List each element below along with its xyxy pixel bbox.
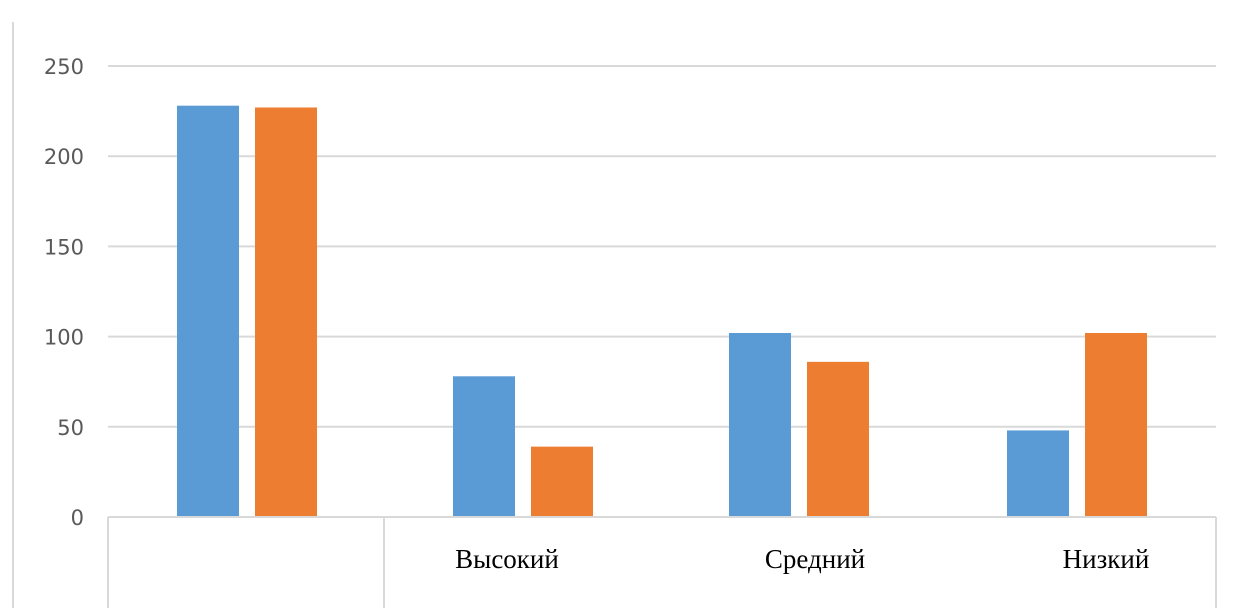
bar-series-2-category-4 bbox=[1085, 333, 1147, 517]
bar-series-1-category-4 bbox=[1007, 430, 1069, 517]
bar-series-1-category-2 bbox=[453, 376, 515, 517]
y-tick-label: 250 bbox=[44, 55, 84, 79]
y-tick-label: 0 bbox=[71, 506, 84, 530]
bar-series-2-category-2 bbox=[531, 447, 593, 517]
x-category-label: Низкий bbox=[1063, 544, 1150, 574]
bar-series-2-category-3 bbox=[807, 362, 869, 517]
bar-series-1-category-1 bbox=[177, 106, 239, 517]
bars bbox=[177, 106, 1147, 517]
x-category-label: Высокий bbox=[455, 544, 559, 574]
y-tick-label: 200 bbox=[44, 145, 84, 169]
y-tick-label: 150 bbox=[44, 235, 84, 259]
bar-series-1-category-3 bbox=[729, 333, 791, 517]
y-tick-label: 100 bbox=[44, 326, 84, 350]
y-tick-label: 50 bbox=[57, 416, 84, 440]
x-category-label: Средний bbox=[765, 544, 865, 574]
y-axis: 0 50 100 150 200 250 bbox=[44, 55, 84, 530]
bar-series-2-category-1 bbox=[255, 107, 317, 517]
x-axis: Высокий Средний Низкий bbox=[108, 517, 1216, 608]
